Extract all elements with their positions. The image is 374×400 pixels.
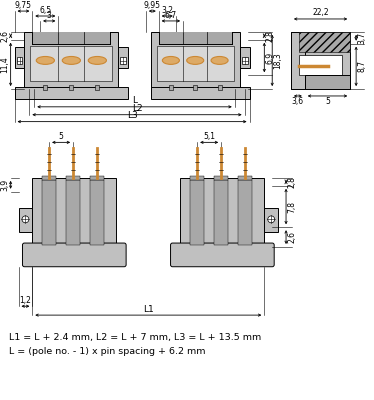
Text: 2,6: 2,6	[288, 231, 297, 243]
Bar	[240, 47, 249, 68]
Text: L3: L3	[127, 111, 137, 120]
Text: 9,95: 9,95	[144, 1, 161, 10]
Text: 3: 3	[47, 11, 52, 20]
Text: 3,6: 3,6	[292, 98, 304, 106]
FancyBboxPatch shape	[171, 243, 274, 267]
Text: L1 = L + 2.4 mm, L2 = L + 7 mm, L3 = L + 13.5 mm: L1 = L + 2.4 mm, L2 = L + 7 mm, L3 = L +…	[9, 333, 261, 342]
Bar	[66, 180, 80, 245]
Text: 9,75: 9,75	[15, 1, 32, 10]
Text: L1: L1	[143, 305, 154, 314]
Bar	[242, 58, 248, 64]
Bar	[214, 180, 229, 245]
Bar	[42, 180, 56, 245]
Bar	[299, 32, 350, 52]
Text: 22,2: 22,2	[312, 8, 329, 17]
Text: 2,8: 2,8	[266, 30, 275, 42]
Ellipse shape	[162, 56, 180, 64]
Bar	[190, 180, 204, 245]
Bar	[299, 56, 342, 75]
Bar	[193, 85, 197, 90]
Ellipse shape	[268, 216, 275, 223]
Text: 5: 5	[325, 98, 330, 106]
Ellipse shape	[187, 56, 204, 64]
Bar	[151, 87, 249, 99]
Text: 5: 5	[59, 132, 64, 141]
Bar	[43, 85, 47, 90]
Bar	[305, 75, 350, 89]
Text: 3,2: 3,2	[161, 6, 173, 15]
Bar	[218, 85, 221, 90]
Bar	[90, 180, 104, 245]
Text: 1,2: 1,2	[19, 296, 31, 305]
Bar	[66, 176, 80, 180]
Ellipse shape	[62, 56, 80, 64]
Bar	[238, 176, 252, 180]
Ellipse shape	[36, 56, 55, 64]
Bar	[291, 32, 305, 89]
Bar	[214, 176, 229, 180]
Bar	[95, 85, 99, 90]
Bar	[120, 58, 126, 64]
Bar	[157, 46, 234, 81]
Bar	[190, 176, 204, 180]
Bar	[90, 176, 104, 180]
Text: 11,4: 11,4	[0, 56, 9, 73]
Bar	[16, 58, 22, 64]
Bar	[15, 87, 128, 99]
Text: 2,8: 2,8	[288, 176, 297, 188]
Bar	[32, 32, 110, 44]
Bar	[151, 32, 240, 89]
Text: 6,9: 6,9	[266, 52, 275, 64]
Bar	[118, 47, 128, 68]
Bar	[69, 85, 73, 90]
Bar	[169, 85, 173, 90]
Bar	[238, 180, 252, 245]
Bar	[42, 176, 56, 180]
Bar	[291, 32, 350, 89]
Bar	[19, 208, 32, 232]
Text: L2: L2	[132, 104, 142, 113]
Text: L: L	[132, 96, 137, 105]
Bar	[30, 46, 112, 81]
Text: 6,7: 6,7	[165, 11, 177, 20]
Bar	[159, 32, 232, 44]
Ellipse shape	[88, 56, 107, 64]
FancyBboxPatch shape	[22, 243, 126, 267]
Text: 7,8: 7,8	[288, 200, 297, 212]
Ellipse shape	[211, 56, 228, 64]
Bar	[180, 178, 264, 247]
Bar	[15, 47, 24, 68]
Text: 2,6: 2,6	[0, 30, 9, 42]
Text: L = (pole no. - 1) x pin spacing + 6.2 mm: L = (pole no. - 1) x pin spacing + 6.2 m…	[9, 347, 205, 356]
Text: 3,9: 3,9	[0, 179, 9, 191]
Bar	[264, 208, 278, 232]
Text: 3,7: 3,7	[358, 32, 367, 44]
Text: 5,1: 5,1	[203, 132, 215, 141]
Bar	[32, 178, 116, 247]
Text: 18,3: 18,3	[274, 52, 283, 69]
Ellipse shape	[22, 216, 29, 223]
Text: 8,7: 8,7	[358, 60, 367, 72]
Text: 6,5: 6,5	[39, 6, 51, 15]
Bar	[24, 32, 118, 89]
